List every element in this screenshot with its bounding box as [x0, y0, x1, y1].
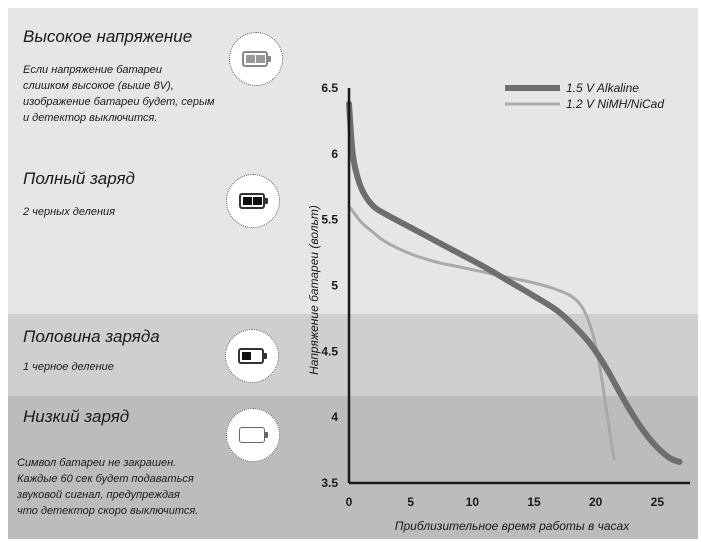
- low-charge-band: [8, 396, 698, 539]
- x-axis-label: Приблизительное время работы в часах: [395, 519, 630, 533]
- y-tick-label: 6.5: [321, 81, 338, 95]
- battery-full-icon: [226, 174, 280, 228]
- y-tick-label: 5.5: [321, 213, 338, 227]
- half-charge-band: [8, 314, 698, 396]
- y-tick-label: 6: [331, 147, 338, 161]
- y-axis-label: Напряжение батареи (вольт): [307, 205, 321, 375]
- x-tick-label: 10: [466, 495, 480, 509]
- legend-label-alkaline: 1.5 V Alkaline: [566, 81, 639, 95]
- section-text-half-charge: 1 черное деление: [23, 361, 114, 373]
- section-title-full-charge: Полный заряд: [23, 169, 135, 188]
- y-tick-label: 4: [331, 410, 338, 424]
- series-line-nimh: [347, 205, 616, 461]
- series-line-alkaline: [346, 100, 683, 465]
- battery-empty-icon: [226, 408, 280, 462]
- battery-half-icon: [225, 329, 279, 383]
- x-tick-label: 0: [346, 495, 353, 509]
- section-text-high-voltage: Если напряжение батареи слишком высокое …: [23, 64, 215, 124]
- legend-label-nimh: 1.2 V NiMH/NiCad: [566, 97, 664, 111]
- battery-gray-icon: [229, 32, 283, 86]
- section-title-half-charge: Половина заряда: [23, 327, 160, 346]
- y-tick-label: 4.5: [321, 344, 338, 358]
- y-tick-label: 5: [331, 279, 338, 293]
- section-text-full-charge: 2 черных деления: [23, 206, 116, 218]
- y-tick-label: 3.5: [321, 476, 338, 490]
- x-tick-label: 15: [527, 495, 541, 509]
- x-tick-label: 25: [651, 495, 665, 509]
- section-title-high-voltage: Высокое напряжение: [23, 27, 193, 46]
- legend: 1.5 V Alkaline 1.2 V NiMH/NiCad: [505, 81, 664, 111]
- x-tick-label: 20: [589, 495, 603, 509]
- section-text-low-charge: Символ батареи не закрашен. Каждые 60 се…: [17, 457, 199, 517]
- section-title-low-charge: Низкий заряд: [23, 407, 130, 426]
- x-tick-label: 5: [407, 495, 414, 509]
